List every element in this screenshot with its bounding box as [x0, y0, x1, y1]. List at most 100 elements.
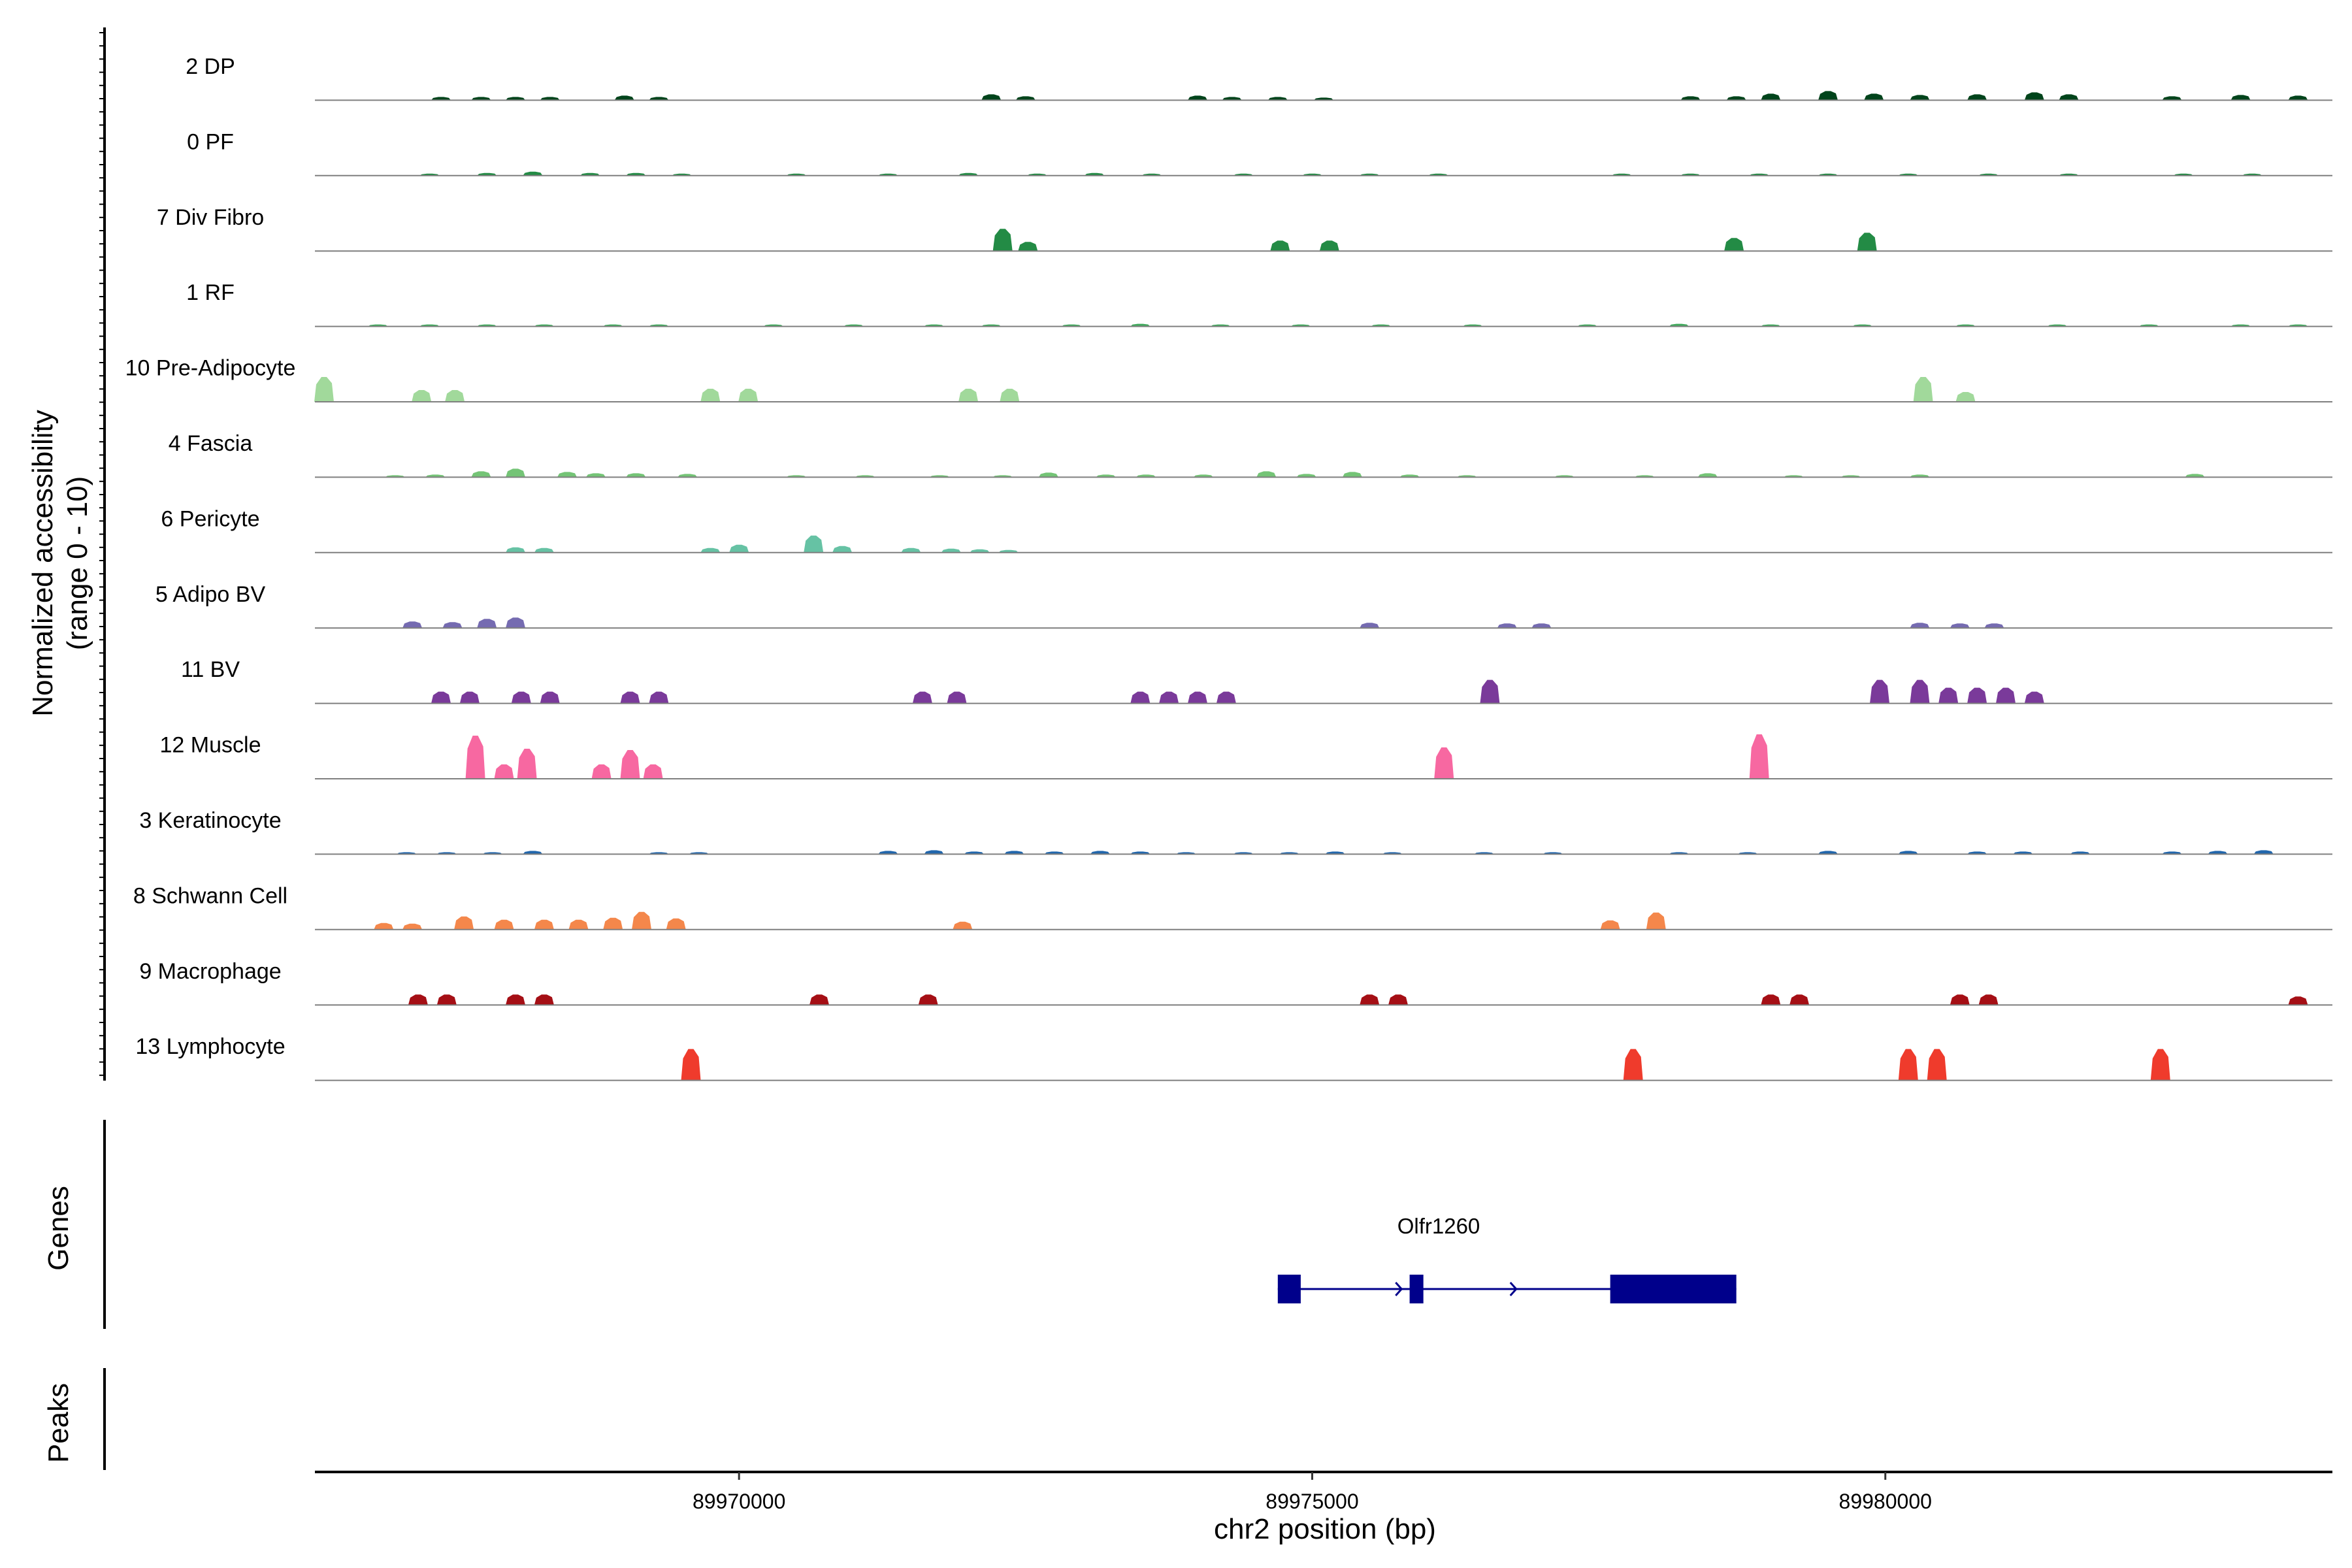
- peak: [1130, 691, 1151, 704]
- peak: [534, 919, 554, 930]
- peak: [431, 97, 451, 101]
- peak: [412, 390, 432, 402]
- track-label: 3 Keratinocyte: [139, 808, 281, 833]
- peak: [2288, 95, 2308, 101]
- peak: [1857, 233, 1877, 252]
- peak: [402, 923, 423, 930]
- peak: [2253, 850, 2274, 855]
- strand-arrow: [1509, 1281, 1518, 1297]
- track-2: 0 PF: [187, 129, 2332, 176]
- peak: [465, 736, 485, 779]
- x-tick-label: 89980000: [1839, 1490, 1932, 1513]
- track-label: 0 PF: [187, 129, 234, 154]
- peak: [445, 390, 465, 402]
- peak: [1761, 994, 1781, 1005]
- peak: [1984, 623, 2004, 629]
- track-3: 7 Div Fibro: [157, 205, 2332, 252]
- coverage-tracks: 2 DP 0 PF 7 Div Fibro 1 RF 10 Pre-Adipocyte 4…: [125, 54, 2332, 1081]
- peak: [1898, 851, 1918, 855]
- peak: [506, 468, 525, 478]
- peak: [918, 994, 938, 1005]
- peak: [314, 377, 334, 402]
- peak: [924, 850, 944, 855]
- peak: [1388, 994, 1408, 1005]
- peak: [729, 544, 749, 553]
- peak: [1600, 920, 1620, 930]
- exon-block: [1610, 1275, 1737, 1303]
- peak: [1222, 97, 1242, 101]
- x-tick-label: 89975000: [1266, 1490, 1358, 1513]
- peak: [1296, 474, 1316, 478]
- track-label: 13 Lymphocyte: [135, 1034, 285, 1059]
- peak: [809, 994, 829, 1005]
- track-label: 12 Muscle: [160, 733, 261, 758]
- peak: [506, 994, 525, 1005]
- track-label: 1 RF: [186, 280, 235, 305]
- peak: [1188, 95, 1207, 101]
- peak: [585, 473, 606, 478]
- peak: [1955, 392, 1976, 402]
- peak: [1000, 389, 1020, 402]
- peak: [442, 622, 463, 629]
- peak: [643, 764, 663, 779]
- track-label: 6 Pericyte: [161, 506, 259, 531]
- peak: [2150, 1049, 2170, 1081]
- peak: [1038, 472, 1058, 478]
- peak: [1818, 91, 1838, 101]
- peak: [459, 691, 480, 704]
- peak: [1910, 95, 1930, 101]
- peak: [534, 547, 554, 553]
- track-label: 7 Div Fibro: [157, 205, 264, 230]
- peak: [408, 994, 428, 1005]
- peak: [1761, 93, 1781, 101]
- track-13: 9 Macrophage: [139, 959, 2332, 1006]
- track-label: 2 DP: [186, 54, 235, 79]
- peak: [1938, 687, 1959, 704]
- track-1: 2 DP: [186, 54, 2332, 101]
- peak: [912, 691, 932, 704]
- track-4: 1 RF: [186, 280, 2332, 327]
- strand-arrow: [1395, 1281, 1403, 1297]
- peak: [506, 547, 525, 553]
- track-8: 5 Adipo BV: [155, 582, 2332, 629]
- peak: [1818, 851, 1838, 855]
- peak: [1267, 97, 1288, 101]
- exon-block: [1277, 1275, 1301, 1303]
- peak: [832, 546, 853, 553]
- peak: [1996, 687, 2016, 704]
- track-5: 10 Pre-Adipocyte: [125, 356, 2332, 402]
- peak: [1726, 96, 1746, 101]
- peak: [2024, 92, 2044, 101]
- peak: [992, 229, 1013, 252]
- peak: [1090, 851, 1110, 855]
- peak: [494, 764, 514, 779]
- track-6: 4 Fascia: [169, 431, 2332, 478]
- peak: [700, 547, 721, 553]
- peaks-track-title: Peaks: [42, 1383, 74, 1463]
- peak: [402, 621, 423, 629]
- peak: [1724, 238, 1744, 252]
- peak: [454, 916, 474, 930]
- peak: [471, 471, 491, 478]
- peak: [878, 851, 898, 855]
- peak: [1256, 471, 1277, 478]
- peak: [1216, 691, 1236, 704]
- peak: [1342, 472, 1362, 478]
- peak: [523, 171, 543, 176]
- peak: [1270, 240, 1290, 252]
- x-tick-label: 89970000: [693, 1490, 785, 1513]
- peak: [1646, 912, 1666, 930]
- gene-track: [1277, 1275, 1737, 1303]
- peak: [681, 1049, 701, 1081]
- peak: [591, 764, 612, 779]
- peak: [626, 473, 646, 478]
- peak: [953, 921, 973, 930]
- peak: [1623, 1049, 1643, 1081]
- track-label: 11 BV: [181, 657, 240, 682]
- peak: [958, 389, 979, 402]
- track-label: 9 Macrophage: [139, 959, 281, 984]
- peak: [1898, 1049, 1918, 1081]
- track-label: 10 Pre-Adipocyte: [125, 356, 296, 381]
- x-axis: 89970000 89975000 89980000: [315, 1471, 2332, 1513]
- peak: [1697, 473, 1718, 478]
